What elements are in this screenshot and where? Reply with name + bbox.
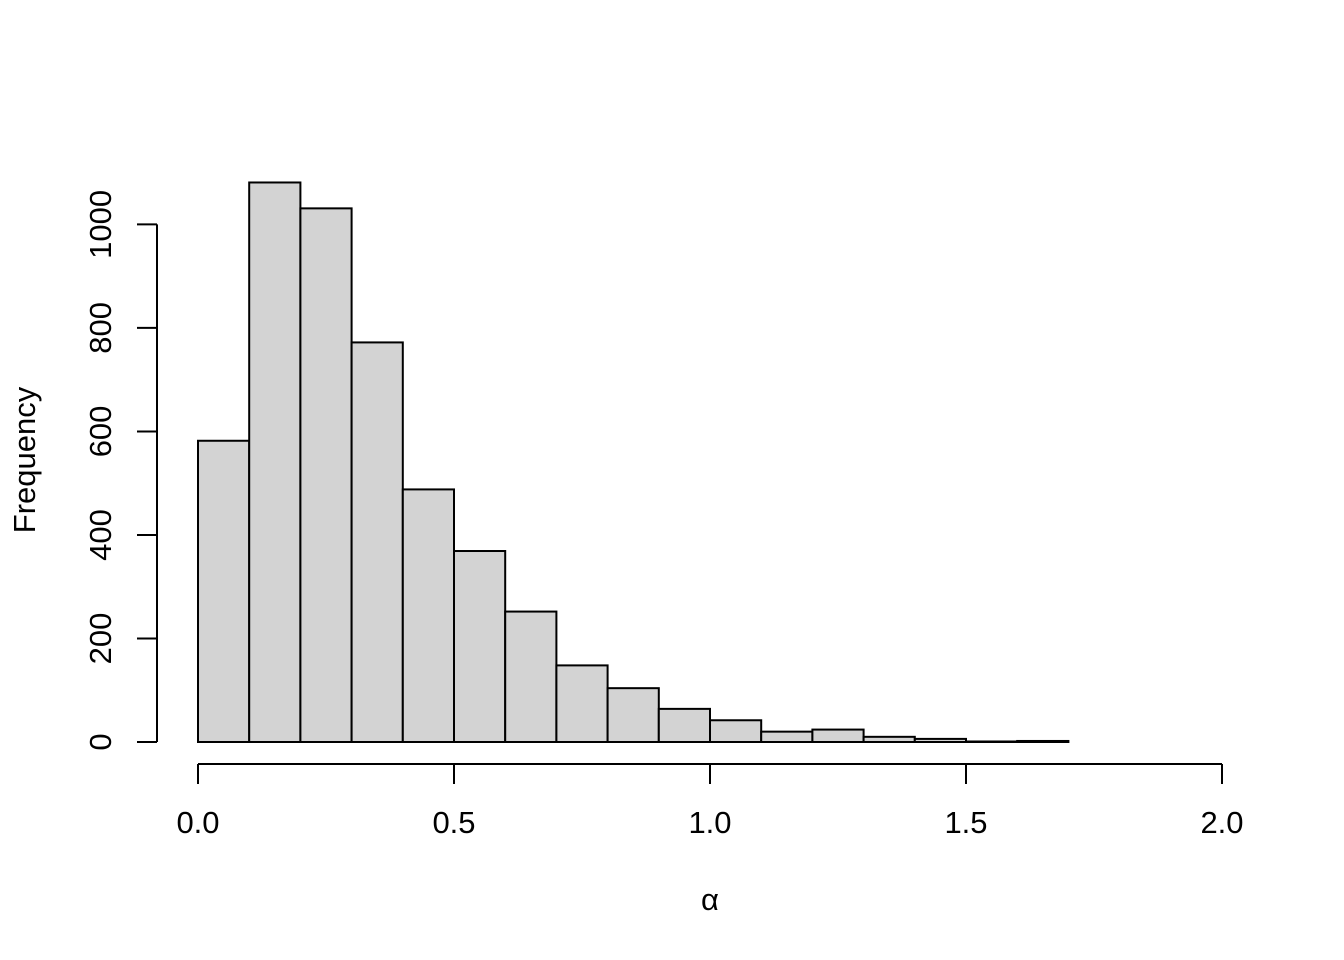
x-tick-label: 1.0 [688,805,731,840]
histogram-bar [504,610,558,743]
x-tick-label: 1.5 [944,805,987,840]
histogram-bar [811,728,865,743]
histogram-bar [606,687,660,743]
x-tick-label: 0.0 [176,805,219,840]
histogram-bar [401,488,455,744]
histogram-bar [657,707,711,744]
y-tick-label: 0 [83,733,118,750]
y-tick-label: 200 [83,613,118,665]
histogram-bar [1016,739,1070,744]
histogram-bar [248,181,302,743]
y-tick-label: 1000 [83,190,118,259]
histogram-bar [453,550,507,744]
histogram-bar [913,737,967,744]
bars-group [197,181,1070,744]
y-axis: 0 200 400 600 800 1000 [83,190,158,751]
y-tick-label: 600 [83,406,118,458]
y-tick-label: 800 [83,302,118,354]
y-tick-label: 400 [83,509,118,561]
histogram-bar [350,341,404,743]
x-axis-title: α [701,882,719,917]
x-tick-label: 2.0 [1200,805,1243,840]
x-axis: 0.0 0.5 1.0 1.5 2.0 [176,763,1244,840]
x-tick-label: 0.5 [432,805,475,840]
histogram-bar [709,719,763,743]
y-axis-title: Frequency [7,386,42,533]
histogram-bar [197,439,251,743]
histogram-bar [965,740,1019,744]
histogram-bar [862,735,916,744]
histogram-bar [760,730,814,743]
histogram-bar [555,664,609,744]
histogram-bar [299,207,353,743]
